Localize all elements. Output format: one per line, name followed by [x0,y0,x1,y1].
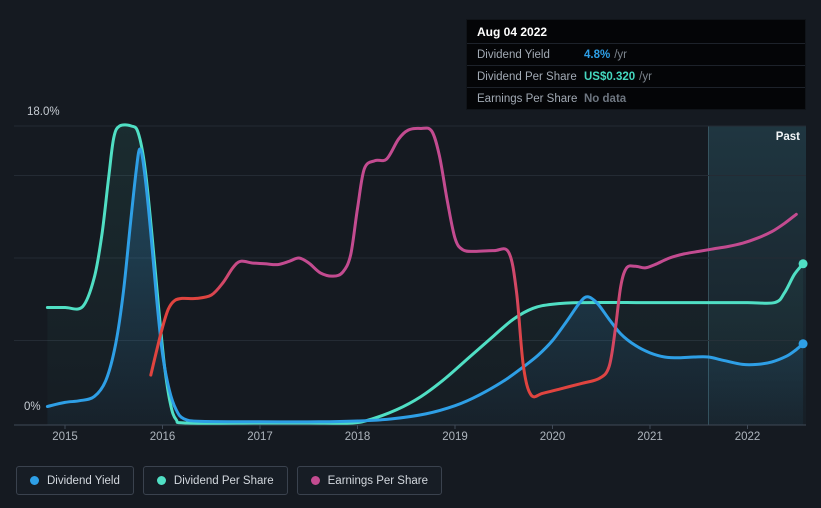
x-axis-label-2022: 2022 [734,431,761,443]
tooltip-unit: /yr [614,48,627,61]
tooltip-row-earnings-per-share: Earnings Per Share No data [467,87,805,109]
x-axis-label-2020: 2020 [539,431,566,443]
series-line-dividend-yield [45,147,805,424]
tooltip-value: No data [584,92,627,105]
legend-label: Earnings Per Share [327,474,428,487]
dividend-yield-dot-icon [30,476,39,485]
tooltip-date: Aug 04 2022 [477,25,548,39]
series-area-dividend-yield [47,149,804,426]
x-axis-label-2015: 2015 [52,431,78,443]
x-axis-label-2021: 2021 [637,431,663,443]
tooltip-label: Dividend Yield [477,48,550,61]
y-axis-label-max: 18.0% [27,106,60,118]
tooltip-value: US$0.320 [584,70,636,83]
x-axis-label-2019: 2019 [442,431,468,443]
legend-item-dividend-yield[interactable]: Dividend Yield [16,466,134,495]
y-axis-label-zero: 0% [24,401,41,413]
tooltip-row-dividend-yield: Dividend Yield 4.8% /yr [467,43,805,65]
legend-label: Dividend Yield [47,474,120,487]
dividend-per-share-dot-icon [156,476,166,485]
earnings-per-share-dot-icon [310,476,320,485]
x-axis-label-2017: 2017 [247,431,273,443]
series-end-dot-dividend-per-share [798,259,808,269]
past-region-label: Past [775,131,800,143]
legend-item-dividend-per-share[interactable]: Dividend Per Share [142,466,288,495]
series-end-dot-dividend-yield [798,339,808,349]
x-axis-label-2016: 2016 [149,431,176,443]
tooltip-label: Earnings Per Share [477,92,578,105]
tooltip-unit: /yr [639,70,652,83]
legend-item-earnings-per-share[interactable]: Earnings Per Share [296,466,442,495]
series-line-earnings-per-share [149,126,798,399]
chart-tooltip: Aug 04 2022 Dividend Yield 4.8% /yr Divi… [466,19,806,110]
tooltip-label: Dividend Per Share [477,70,577,83]
x-axis-label-2018: 2018 [344,431,371,443]
tooltip-value: 4.8% [584,48,611,61]
tooltip-row-dividend-per-share: Dividend Per Share US$0.320 /yr [467,65,805,87]
legend-label: Dividend Per Share [173,474,274,487]
chart-legend: Dividend Yield Dividend Per Share Earnin… [16,466,442,495]
